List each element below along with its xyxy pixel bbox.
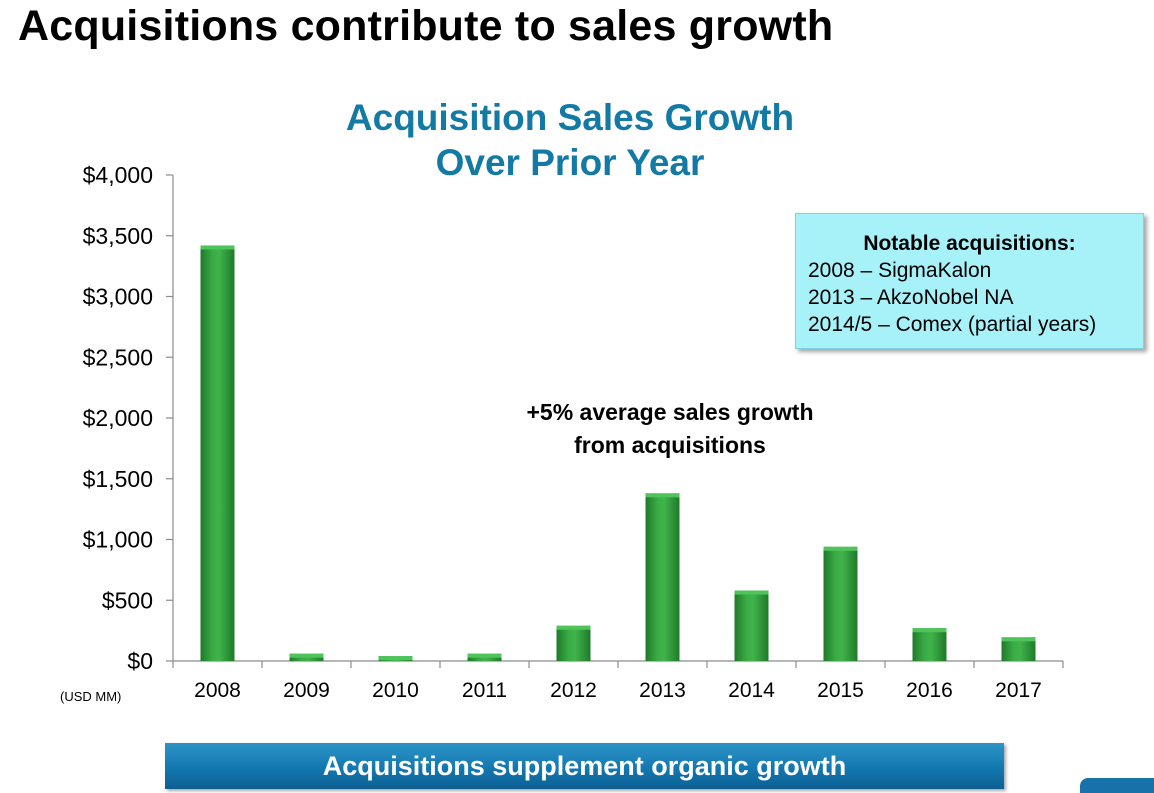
x-tick-label: 2015: [817, 679, 864, 702]
y-tick-label: $3,000: [83, 284, 153, 310]
bar: [823, 546, 858, 661]
bar: [289, 653, 324, 661]
x-tick-label: 2014: [728, 679, 775, 702]
bar-cap: [378, 656, 413, 661]
x-tick-label: 2016: [906, 679, 953, 702]
callout-line: 2014/5 – Comex (partial years): [808, 313, 1097, 336]
annotation-line-1: +5% average sales growth: [526, 399, 814, 425]
bar: [1001, 637, 1036, 661]
chart-title: Acquisition Sales Growth Over Prior Year: [300, 95, 840, 185]
bar-cap: [912, 628, 947, 633]
y-tick-label: $0: [127, 648, 153, 674]
x-tick-label: 2011: [462, 679, 507, 702]
x-tick-label: 2009: [283, 679, 330, 702]
bar-body: [1001, 637, 1036, 661]
bar-cap: [200, 245, 235, 250]
callout-line: 2013 – AkzoNobel NA: [808, 286, 1014, 309]
bar: [467, 653, 502, 661]
x-tick-label: 2013: [639, 679, 686, 702]
y-tick-label: $2,000: [83, 405, 153, 431]
chart-title-line-2: Over Prior Year: [435, 142, 705, 183]
chart-title-line-1: Acquisition Sales Growth: [345, 97, 795, 138]
bar: [200, 245, 235, 661]
bar-body: [734, 590, 769, 661]
y-tick-label: $3,500: [83, 223, 153, 249]
logo-fragment: [1080, 778, 1154, 793]
y-tick-label: $2,500: [83, 344, 153, 370]
callout-heading: Notable acquisitions:: [863, 232, 1076, 255]
callout-line: 2008 – SigmaKalon: [808, 259, 992, 282]
bar: [912, 628, 947, 661]
bar-cap: [467, 653, 502, 658]
notable-acquisitions-callout: Notable acquisitions: 2008 – SigmaKalon …: [795, 213, 1144, 349]
bar: [556, 625, 591, 661]
growth-annotation: +5% average sales growth from acquisitio…: [480, 396, 860, 462]
unit-label: (USD MM): [60, 689, 122, 704]
bar-body: [556, 625, 591, 661]
bar-cap: [289, 653, 324, 658]
bar-body: [645, 493, 680, 661]
slide-title: Acquisitions contribute to sales growth: [18, 2, 834, 50]
bar-cap: [734, 590, 769, 595]
bar-body: [200, 245, 235, 661]
x-tick-label: 2017: [995, 679, 1042, 702]
summary-banner: Acquisitions supplement organic growth: [165, 743, 1004, 789]
bar-cap: [1001, 637, 1036, 642]
bar-body: [823, 546, 858, 661]
bar-cap: [823, 546, 858, 551]
bar: [734, 590, 769, 661]
bar-cap: [556, 625, 591, 630]
annotation-line-2: from acquisitions: [574, 432, 766, 458]
y-tick-label: $4,000: [83, 162, 153, 188]
y-tick-label: $1,500: [83, 466, 153, 492]
bar-cap: [645, 493, 680, 498]
y-tick-label: $500: [102, 587, 153, 613]
bar-body: [912, 628, 947, 661]
x-tick-label: 2012: [550, 679, 597, 702]
bar: [378, 656, 413, 661]
bar: [645, 493, 680, 661]
x-tick-label: 2008: [194, 679, 241, 702]
y-tick-label: $1,000: [83, 527, 153, 553]
x-tick-label: 2010: [372, 679, 419, 702]
